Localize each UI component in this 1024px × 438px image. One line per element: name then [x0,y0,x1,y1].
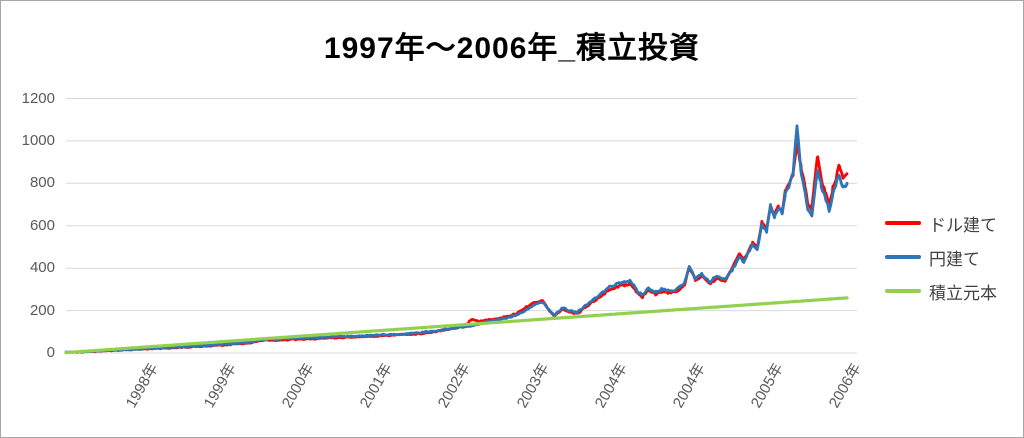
legend-label-yen: 円建て [929,249,980,269]
series-line-dollar [64,141,849,355]
legend-label-dollar: ドル建て [929,215,997,235]
y-tick-label: 1200 [21,90,55,107]
dollar-line-swatch-icon [885,221,921,225]
legend-label-principal: 積立元本 [929,283,997,303]
legend-item-dollar: ドル建て [885,212,997,235]
y-tick-label: 0 [46,344,55,361]
series-line-principal [64,296,849,355]
y-tick-label: 800 [29,174,55,191]
y-tick-label: 200 [29,302,55,319]
series-line-yen [64,124,849,355]
legend-item-principal: 積立元本 [885,280,997,303]
legend-item-yen: 円建て [885,246,980,269]
yen-line-swatch-icon [885,255,921,259]
principal-line-swatch-icon [885,289,921,293]
y-tick-label: 600 [29,217,55,234]
chart-title: 1997年〜2006年_積立投資 [323,32,701,65]
y-tick-label: 1000 [21,132,55,149]
y-tick-label: 400 [29,259,55,276]
